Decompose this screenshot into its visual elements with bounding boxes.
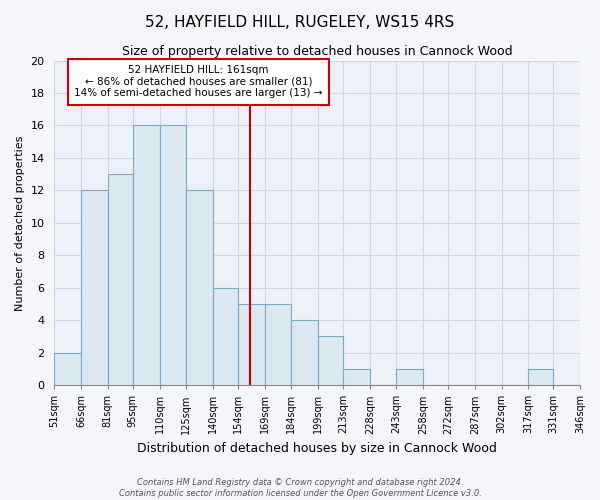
Text: 52 HAYFIELD HILL: 161sqm
← 86% of detached houses are smaller (81)
14% of semi-d: 52 HAYFIELD HILL: 161sqm ← 86% of detach… <box>74 65 323 98</box>
Bar <box>160 126 186 385</box>
Bar <box>265 304 292 385</box>
Bar <box>292 320 318 385</box>
Text: Contains HM Land Registry data © Crown copyright and database right 2024.
Contai: Contains HM Land Registry data © Crown c… <box>119 478 481 498</box>
Title: Size of property relative to detached houses in Cannock Wood: Size of property relative to detached ho… <box>122 45 512 58</box>
Bar <box>186 190 213 385</box>
Bar <box>81 190 108 385</box>
Bar <box>55 352 81 385</box>
Bar <box>238 304 265 385</box>
Bar <box>108 174 133 385</box>
Bar <box>397 369 423 385</box>
X-axis label: Distribution of detached houses by size in Cannock Wood: Distribution of detached houses by size … <box>137 442 497 455</box>
Bar <box>343 369 370 385</box>
Y-axis label: Number of detached properties: Number of detached properties <box>15 135 25 310</box>
Bar <box>213 288 238 385</box>
Bar <box>529 369 553 385</box>
Bar <box>580 352 600 385</box>
Bar <box>133 126 160 385</box>
Bar <box>318 336 343 385</box>
Text: 52, HAYFIELD HILL, RUGELEY, WS15 4RS: 52, HAYFIELD HILL, RUGELEY, WS15 4RS <box>145 15 455 30</box>
